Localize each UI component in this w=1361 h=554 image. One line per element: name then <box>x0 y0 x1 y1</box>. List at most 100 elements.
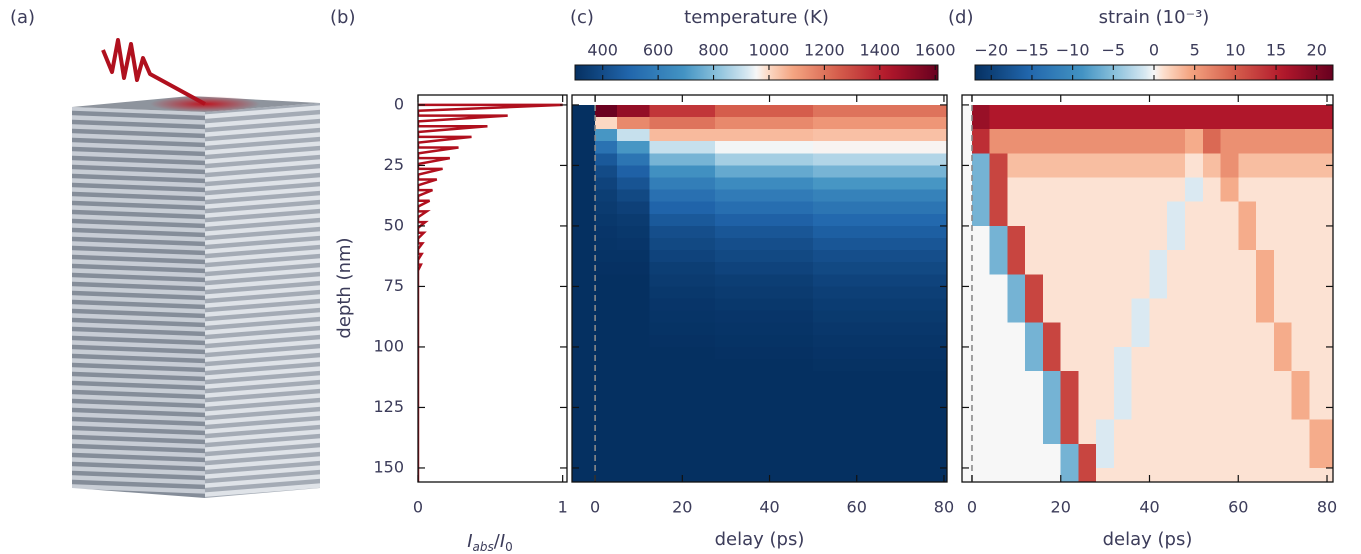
heatmap-cell <box>1025 153 1044 179</box>
x-tick-label: 80 <box>934 498 954 517</box>
heatmap-cell <box>1291 153 1310 179</box>
heatmap-cell <box>1113 201 1133 227</box>
heatmap-cell <box>1131 322 1151 348</box>
heatmap-cell <box>595 334 618 348</box>
x-tick-label: 0 <box>413 498 423 517</box>
heatmap-cell <box>1113 371 1133 396</box>
heatmap-cell <box>1131 443 1151 469</box>
heatmap-cell <box>595 262 618 275</box>
heatmap-cell <box>616 480 651 482</box>
heatmap-cell <box>1167 395 1186 421</box>
heatmap-cell <box>715 383 814 396</box>
heatmap-cell <box>1202 467 1222 482</box>
heatmap-cell <box>595 201 618 215</box>
x-axis-label: delay (ps) <box>715 529 805 550</box>
heatmap-cell <box>1025 419 1044 445</box>
heatmap-cell <box>649 455 716 469</box>
heatmap-cell <box>1291 225 1310 251</box>
heatmap-cell <box>813 213 947 227</box>
heatmap-cell <box>616 467 651 481</box>
heatmap-cell <box>649 250 716 263</box>
heatmap-cell <box>813 480 947 482</box>
x-tick-label: 40 <box>759 498 779 517</box>
heatmap-cell <box>1007 250 1026 275</box>
heatmap-cell <box>1078 153 1097 179</box>
heatmap-cell <box>715 104 814 118</box>
heatmap-cell <box>1007 322 1026 348</box>
heatmap-cell <box>572 165 596 179</box>
colorbar-tick-label: −5 <box>1102 41 1126 60</box>
heatmap-cell <box>595 129 618 142</box>
heatmap-cell <box>1167 104 1186 130</box>
heatmap-cell <box>1238 395 1257 421</box>
heatmap-cell <box>989 322 1009 348</box>
heatmap-cell <box>1273 250 1293 275</box>
heatmap-cell <box>1184 250 1204 275</box>
heatmap-cell <box>1007 467 1026 482</box>
heatmap-cell <box>572 129 596 142</box>
x-label-part: I <box>500 531 505 552</box>
laser-pulse <box>101 38 206 106</box>
heatmap-cell <box>1042 346 1062 372</box>
heatmap-cell <box>1184 443 1204 469</box>
heatmap-cell <box>962 322 973 348</box>
heatmap-cell <box>962 467 973 482</box>
heatmap-cell <box>1309 153 1333 179</box>
heatmap-cell <box>595 419 618 433</box>
heatmap-cell <box>1007 443 1026 469</box>
heatmap-cell <box>715 371 814 384</box>
heatmap-cell <box>595 238 618 251</box>
heatmap-cell <box>1060 322 1080 348</box>
heatmap-cell <box>1220 153 1239 179</box>
heatmap-cell <box>595 346 618 360</box>
heatmap-cell <box>616 383 651 396</box>
heatmap-cell <box>989 177 1009 203</box>
heatmap-cell <box>1256 346 1275 372</box>
heatmap-cell <box>813 286 947 300</box>
heatmap-cell <box>1113 250 1133 275</box>
heatmap-cell <box>595 310 618 324</box>
heatmap-cell <box>616 310 651 324</box>
heatmap-cell <box>715 262 814 275</box>
heatmap-cell <box>1309 250 1333 275</box>
heatmap-cell <box>1060 371 1080 396</box>
heatmap-cell <box>1273 201 1293 227</box>
heatmap-cell <box>1025 467 1044 482</box>
heatmap-cell <box>1167 322 1186 348</box>
heatmap-cell <box>715 298 814 312</box>
heatmap-cell <box>971 274 991 300</box>
heatmap-cell <box>1113 346 1133 372</box>
heatmap-cell <box>1220 346 1239 372</box>
heatmap-cell <box>649 189 716 203</box>
panel-label: (b) <box>330 7 355 28</box>
heatmap-cell <box>1167 346 1186 372</box>
x-tick-label: 40 <box>1139 498 1159 517</box>
heatmap-cell <box>715 334 814 348</box>
heatmap-cell <box>1256 274 1275 300</box>
heatmap-cell <box>1113 419 1133 445</box>
colorbar-tick-label: 15 <box>1266 41 1286 60</box>
heatmap-cell <box>715 238 814 251</box>
heatmap-cell <box>1184 274 1204 300</box>
heatmap-cell <box>572 117 596 130</box>
heatmap-cell <box>1113 395 1133 421</box>
heatmap-cell <box>1291 298 1310 324</box>
heatmap-cell <box>971 395 991 421</box>
heatmap-cell <box>616 286 651 300</box>
heatmap-cell <box>572 443 596 457</box>
heatmap-cell <box>971 201 991 227</box>
panel-label: (c) <box>570 7 594 28</box>
heatmap-cell <box>1238 274 1257 300</box>
heatmap-cell <box>1256 225 1275 251</box>
heatmap-cell <box>989 346 1009 372</box>
y-tick-label: 125 <box>373 397 404 416</box>
heatmap-cell <box>1007 225 1026 251</box>
heatmap-cell <box>1220 419 1239 445</box>
heatmap-cell <box>572 383 596 396</box>
heatmap-cell <box>595 250 618 263</box>
heatmap-cell <box>715 274 814 288</box>
heatmap-cell <box>1256 177 1275 203</box>
heatmap-cell <box>595 407 618 421</box>
heatmap-cell <box>715 443 814 457</box>
heatmap-cell <box>962 225 973 251</box>
